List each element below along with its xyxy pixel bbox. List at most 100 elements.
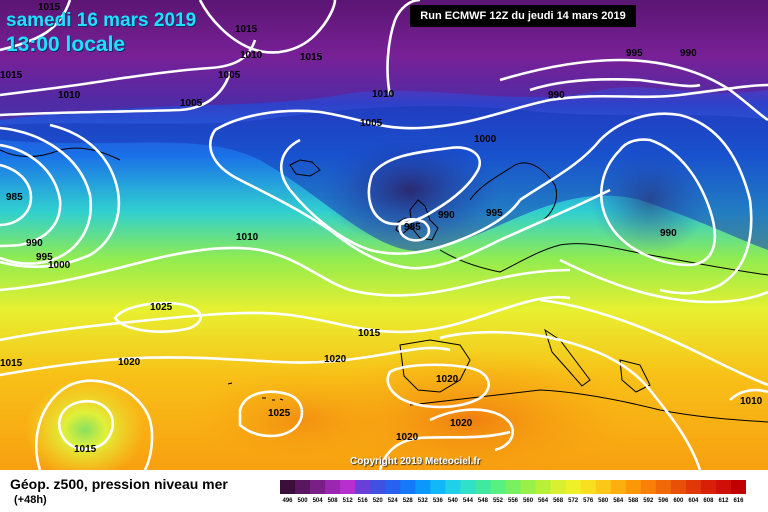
isobar-990-west (0, 143, 62, 248)
isobar-985-west (0, 163, 33, 227)
scale-label: 564 (538, 498, 549, 504)
scale-label: 576 (583, 498, 594, 504)
scale-label: 600 (673, 498, 684, 504)
scale-swatch (730, 480, 746, 494)
scale-swatch (715, 480, 732, 494)
isobar-label: 1020 (450, 418, 473, 429)
isobar-label: 985 (6, 192, 23, 203)
scale-swatch (385, 480, 401, 494)
isobar-995-low (280, 138, 522, 255)
isobar-label: 1005 (218, 70, 241, 81)
isobar-1020-africa (378, 430, 511, 470)
low-core-east (590, 145, 710, 255)
isobar-label: 1015 (38, 2, 61, 13)
scale-label: 592 (643, 498, 654, 504)
scale-label: 536 (433, 498, 444, 504)
forecast-date: samedi 16 mars 2019 (6, 10, 197, 31)
isobar-label: 1010 (58, 90, 81, 101)
isobar-995-west (0, 126, 93, 265)
scale-label: 572 (568, 498, 579, 504)
scale-swatch (670, 480, 687, 494)
scale-swatch (445, 480, 461, 494)
isobar-1015-azores (57, 399, 115, 451)
coast-iceland (289, 159, 321, 177)
coast-scandinavia (469, 162, 557, 223)
isobar-1015-med (439, 330, 702, 470)
scale-swatch (490, 480, 506, 494)
scale-label: 504 (313, 498, 324, 504)
scale-swatch (655, 480, 672, 494)
scale-label: 508 (328, 498, 339, 504)
isobar-label: 1015 (0, 70, 23, 81)
scale-label: 588 (628, 498, 639, 504)
scale-swatch (625, 480, 642, 494)
scale-label: 528 (403, 498, 414, 504)
scale-swatch (550, 480, 567, 494)
isobar-995-east (519, 112, 753, 295)
isobar-1000-west (0, 123, 121, 269)
isobar-label: 1005 (360, 118, 383, 129)
scale-swatch (595, 480, 612, 494)
scale-swatch (640, 480, 657, 494)
scale-label: 556 (508, 498, 519, 504)
color-scale: 496 500 504 508 512 516 520 524 528 532 536 540 544 5… (280, 480, 746, 504)
isobar-1025-canaries (238, 390, 304, 438)
isobar-label: 1020 (324, 354, 347, 365)
isobar-1000-c (209, 129, 611, 270)
coast-north-africa (409, 389, 768, 423)
forecast-time: 13:00 locale (6, 33, 126, 56)
scale-swatch (535, 480, 552, 494)
coast-iberia (399, 339, 471, 393)
isobar-label: 1020 (118, 357, 141, 368)
isobar-label: 1015 (74, 444, 97, 455)
low-core (320, 135, 500, 245)
scale-swatch (505, 480, 522, 494)
isobar-label: 1000 (48, 260, 71, 271)
scale-label: 612 (718, 498, 729, 504)
scale-swatch (475, 480, 491, 494)
isobar-label: 990 (680, 48, 697, 59)
isobar-label: 1010 (240, 50, 263, 61)
isobar-990-east (599, 138, 717, 267)
scale-swatch (355, 480, 371, 494)
coast-canaries (262, 397, 284, 401)
isobar-label: 990 (26, 238, 43, 249)
coast-madeira (227, 382, 233, 385)
isobar-label: 1020 (396, 432, 419, 443)
scale-label: 568 (553, 498, 564, 504)
isobar-label: 1015 (358, 328, 381, 339)
scale-label: 532 (418, 498, 429, 504)
isobar-1020-mid (0, 346, 451, 377)
isobar-1005-c (214, 83, 768, 132)
scale-swatch (340, 480, 356, 494)
isobar-label: 990 (438, 210, 455, 221)
isobar-label: 1010 (236, 232, 259, 243)
isobar-1000-east (559, 258, 768, 304)
scale-swatch (430, 480, 446, 494)
isobar-label: 1025 (268, 408, 291, 419)
polar-vortex-band (0, 0, 768, 120)
isobar-1015-nw (0, 0, 72, 52)
legend-title: Géop. z500, pression niveau mer (10, 476, 228, 492)
scale-label: 608 (703, 498, 714, 504)
scale-swatch (565, 480, 582, 494)
copyright-text: Copyright 2019 Meteociel.fr (350, 456, 481, 467)
scale-label: 604 (688, 498, 699, 504)
isobar-label: 1015 (235, 24, 258, 35)
forecast-offset: (+48h) (14, 494, 47, 506)
isobar-label: 1025 (150, 302, 173, 313)
isobar-label: 1015 (0, 358, 23, 369)
isobar-labels: 1015 1015 1010 1015 1005 1015 1010 1005 … (0, 2, 763, 455)
azores-high-shade (25, 380, 145, 470)
scale-swatch (295, 480, 311, 494)
isobar-label: 1000 (474, 134, 497, 145)
coast-italy (544, 328, 591, 387)
isobar-label: 995 (486, 208, 503, 219)
weather-map: 1015 1015 1010 1015 1005 1015 1010 1005 … (0, 0, 768, 470)
scale-swatch (280, 480, 296, 494)
isobar-1015-east (539, 298, 768, 387)
scale-swatch (310, 480, 326, 494)
isobar-1010-n (0, 39, 257, 97)
isobar-label: 995 (626, 48, 643, 59)
scale-swatch (580, 480, 597, 494)
